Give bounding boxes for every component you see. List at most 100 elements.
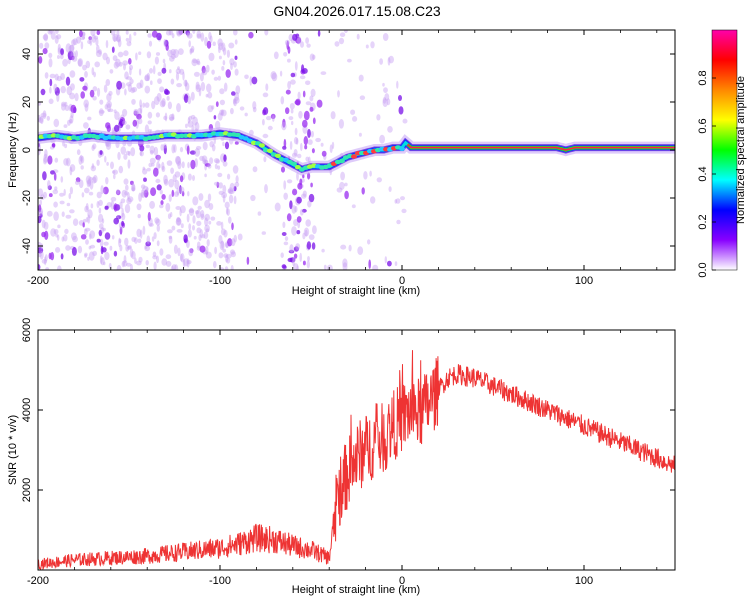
spectrogram-noise-blob — [334, 41, 340, 47]
spectrogram-noise-blob — [189, 150, 196, 155]
spectrogram-noise-blob — [54, 73, 59, 81]
spectrogram-noise-blob — [175, 217, 182, 226]
spectrogram-noise-blob — [207, 164, 212, 169]
spectrogram-noise-blob — [78, 179, 84, 189]
spectrogram-noise-blob — [175, 68, 181, 74]
spectrogram-noise-blob — [180, 205, 186, 214]
spectrogram-noise-blob — [91, 67, 95, 76]
spectrogram-noise-blob — [192, 215, 196, 224]
spectrogram-noise-blob — [53, 211, 59, 221]
spectrogram-noise-blob — [199, 155, 205, 161]
spectrogram-noise-blob — [235, 175, 239, 184]
spectrogram-noise-blob — [109, 69, 114, 74]
spectrogram-noise-blob — [142, 168, 148, 175]
spectrogram-noise-blob — [154, 56, 159, 65]
spectrogram-noise-blob — [190, 91, 195, 101]
spectrogram-noise-blob — [56, 34, 62, 40]
spectrogram-noise-blob — [72, 235, 78, 243]
spectrogram-noise-blob — [149, 150, 154, 155]
spectrogram-noise-blob — [147, 33, 152, 38]
colorbar-label: Normalized spectral amplitude — [735, 76, 747, 224]
spectrogram-noise-blob — [98, 49, 102, 55]
spectrogram-noise-blob — [198, 193, 204, 201]
spectrogram-noise-blob — [228, 187, 234, 195]
spectrogram-noise-blob — [103, 241, 109, 246]
spectrogram-noise-blob — [189, 48, 193, 55]
spectrogram-noise-blob — [200, 213, 205, 220]
spectrogram-noise-blob — [106, 93, 112, 102]
spectrogram-noise-blob — [87, 209, 93, 219]
spectrogram-noise-blob — [387, 57, 391, 66]
spectrogram-noise-blob — [209, 35, 213, 43]
spectrogram-noise-blob — [303, 227, 310, 237]
spectrogram-noise-blob — [121, 220, 125, 227]
spectrogram-noise-blob — [224, 201, 230, 209]
spectrogram-noise-blob — [134, 110, 138, 115]
spectrogram-noise-blob — [303, 110, 310, 121]
spectrogram-noise-blob — [113, 109, 117, 114]
spectrogram-noise-blob — [64, 228, 69, 235]
spectrogram-noise-blob — [70, 104, 77, 114]
trace-blob — [258, 143, 265, 148]
spectrogram-noise-blob — [281, 122, 287, 131]
trace-blob — [234, 132, 241, 138]
spectrogram-noise-blob — [270, 113, 276, 119]
spectrogram-noise-blob — [84, 227, 91, 232]
spectrogram-noise-blob — [352, 116, 358, 122]
spectrogram-noise-blob — [54, 87, 60, 96]
spectrogram-noise-blob — [61, 101, 66, 107]
spectrogram-noise-blob — [188, 115, 193, 121]
spectrogram-noise-blob — [129, 64, 133, 71]
spectrogram-noise-blob — [190, 114, 196, 120]
spectrogram-noise-blob — [38, 117, 44, 124]
spectrogram-noise-blob — [118, 61, 123, 67]
spectrogram-noise-blob — [134, 257, 137, 265]
spectrogram-noise-blob — [302, 260, 306, 266]
spectrogram-noise-blob — [221, 192, 228, 199]
spectrogram-noise-blob — [382, 97, 387, 104]
spectrogram-noise-blob — [81, 192, 85, 198]
spectrogram-y-tick-label: 40 — [21, 48, 33, 60]
spectrogram-noise-blob — [263, 107, 269, 115]
spectrogram-noise-blob — [133, 108, 139, 115]
spectrogram-noise-blob — [161, 194, 166, 200]
spectrogram-noise-blob — [106, 125, 111, 133]
spectrogram-noise-blob — [201, 65, 206, 74]
spectrogram-noise-blob — [84, 187, 90, 194]
spectrogram-noise-blob — [144, 75, 150, 82]
spectrogram-noise-blob — [123, 153, 128, 160]
spectrogram-noise-blob — [195, 210, 199, 215]
spectrogram-noise-blob — [167, 229, 173, 234]
spectrogram-noise-blob — [338, 37, 345, 45]
spectrogram-noise-blob — [264, 30, 269, 36]
spectrogram-noise-blob — [339, 32, 346, 37]
spectrogram-noise-blob — [198, 87, 202, 97]
spectrogram-noise-blob — [144, 245, 151, 252]
spectrogram-noise-blob — [336, 187, 343, 193]
spectrogram-noise-blob — [158, 163, 161, 169]
spectrogram-noise-blob — [72, 218, 79, 226]
spectrogram-noise-blob — [104, 251, 110, 261]
spectrogram-noise-blob — [45, 267, 50, 270]
spectrogram-noise-blob — [200, 32, 205, 42]
spectrogram-noise-blob — [301, 208, 307, 213]
spectrogram-noise-blob — [234, 39, 238, 45]
spectrogram-noise-blob — [88, 36, 92, 41]
spectrogram-noise-blob — [113, 35, 116, 42]
spectrogram-noise-blob — [350, 109, 356, 115]
spectrogram-noise-blob — [39, 213, 43, 218]
spectrogram-noise-blob — [179, 68, 185, 75]
spectrogram-noise-blob — [74, 180, 80, 185]
spectrogram-noise-blob — [176, 187, 180, 196]
spectrogram-noise-blob — [131, 187, 136, 192]
spectrogram-noise-blob — [208, 203, 214, 210]
spectrogram-noise-blob — [307, 200, 312, 208]
spectrogram-noise-blob — [126, 192, 130, 200]
spectrogram-noise-blob — [288, 116, 294, 121]
spectrogram-noise-blob — [214, 246, 218, 255]
spectrogram-noise-blob — [170, 167, 175, 174]
spectrogram-noise-blob — [291, 120, 294, 126]
spectrogram-noise-blob — [123, 63, 126, 71]
spectrogram-noise-blob — [105, 40, 109, 49]
spectrogram-noise-blob — [230, 265, 234, 270]
